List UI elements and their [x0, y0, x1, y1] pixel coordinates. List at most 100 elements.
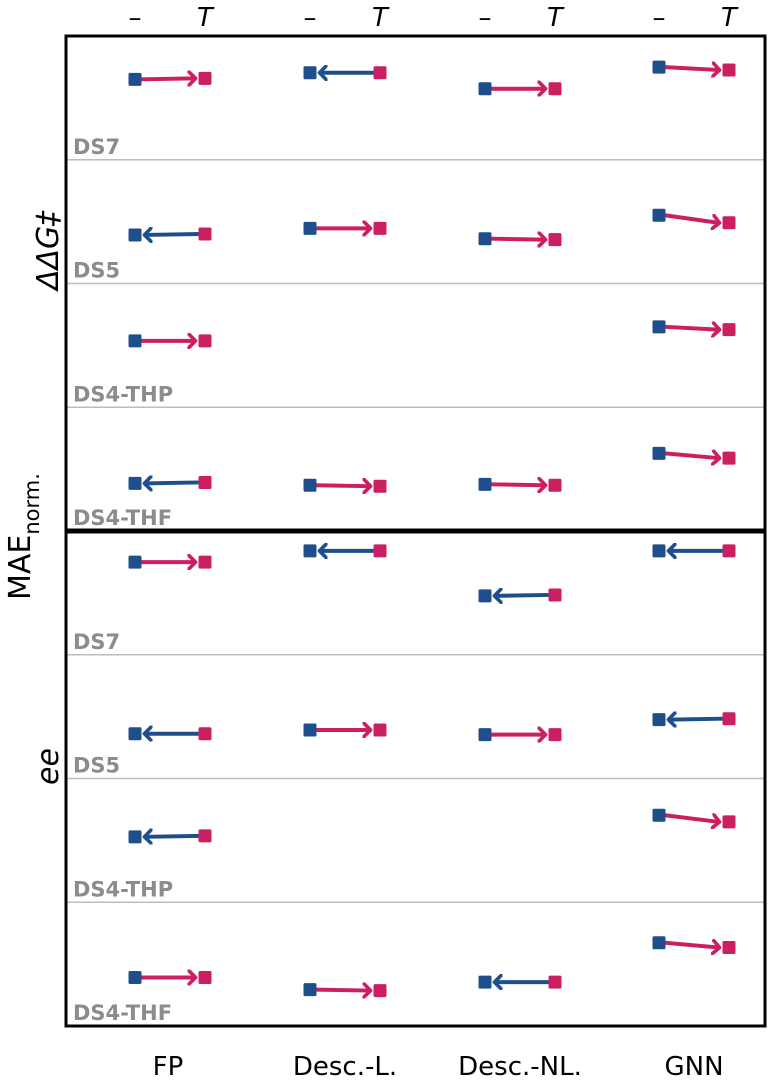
marker-minus: [652, 320, 666, 334]
marker-t: [198, 334, 212, 348]
marker-minus: [303, 983, 317, 997]
marker-t: [198, 71, 212, 85]
arrow-increase: [663, 67, 718, 70]
marker-minus: [128, 830, 142, 844]
marker-minus: [478, 232, 492, 246]
marker-minus: [652, 544, 666, 558]
dataset-label: DS4-THF: [73, 1001, 172, 1025]
marker-minus: [303, 478, 317, 492]
endpoint-label-minus: –: [653, 3, 666, 33]
arrow-decrease: [146, 836, 201, 837]
marker-t: [722, 216, 736, 230]
marker-t: [722, 451, 736, 465]
arrow-decrease: [670, 719, 725, 720]
endpoint-label-t: T: [197, 3, 215, 33]
arrow-decrease: [146, 234, 201, 235]
marker-t: [722, 544, 736, 558]
arrow-increase: [489, 239, 544, 240]
row-separators: [66, 159, 765, 903]
y-axis-bottom-group-label: ee: [31, 748, 66, 785]
arrow-decrease: [496, 595, 551, 596]
endpoint-label-t: T: [547, 3, 565, 33]
marker-t: [198, 829, 212, 843]
column-label: FP: [153, 1052, 184, 1080]
endpoint-label-t: T: [372, 3, 390, 33]
marker-minus: [128, 72, 142, 86]
y-axis-labels: MAEnorm. ΔΔG‡ ee: [3, 210, 66, 785]
marker-t: [198, 475, 212, 489]
arrow-increase: [314, 990, 369, 991]
dataset-label: DS5: [73, 259, 120, 283]
column-label: Desc.-NL.: [458, 1052, 582, 1080]
marker-t: [373, 479, 387, 493]
endpoint-label-minus: –: [129, 3, 142, 33]
arrow-increase: [663, 213, 718, 223]
marker-t: [722, 323, 736, 337]
marker-minus: [128, 228, 142, 242]
marker-t: [548, 975, 562, 989]
endpoint-label-minus: –: [479, 3, 492, 33]
marker-minus: [652, 808, 666, 822]
marker-t: [373, 66, 387, 80]
marker-minus: [128, 555, 142, 569]
marker-t: [373, 723, 387, 737]
endpoint-label-minus: –: [304, 3, 317, 33]
marker-t: [722, 712, 736, 726]
arrow-increase: [663, 327, 718, 330]
dataset-label: DS4-THP: [73, 877, 173, 901]
dataset-labels: DS7 DS5 DS4-THP DS4-THF DS7 DS5 DS4-THP DS4-THF: [73, 135, 173, 1025]
marker-minus: [303, 66, 317, 80]
arrow-increase: [663, 815, 718, 822]
marker-minus: [128, 334, 142, 348]
marker-t: [198, 970, 212, 984]
marker-minus: [478, 728, 492, 742]
dataset-label: DS5: [73, 754, 120, 778]
dataset-label: DS7: [73, 630, 120, 654]
dataset-label: DS7: [73, 135, 120, 159]
arrow-increase: [489, 484, 544, 485]
data-marks: [128, 60, 736, 998]
marker-minus: [478, 975, 492, 989]
marker-t: [373, 221, 387, 235]
marker-t: [198, 227, 212, 241]
marker-t: [198, 555, 212, 569]
dataset-label: DS4-THP: [73, 382, 173, 406]
y-axis-subscript: norm.: [20, 473, 44, 535]
column-labels: FP Desc.-L. Desc.-NL. GNN: [153, 1052, 724, 1080]
marker-minus: [478, 82, 492, 96]
column-label: GNN: [664, 1052, 723, 1080]
marker-minus: [478, 589, 492, 603]
marker-t: [373, 544, 387, 558]
column-label: Desc.-L.: [293, 1052, 397, 1080]
marker-t: [548, 728, 562, 742]
marker-t: [548, 233, 562, 247]
marker-minus: [128, 970, 142, 984]
marker-t: [548, 82, 562, 96]
dataset-label: DS4-THF: [73, 506, 172, 530]
marker-minus: [652, 208, 666, 222]
marker-minus: [128, 476, 142, 490]
marker-t: [722, 940, 736, 954]
marker-minus: [652, 936, 666, 950]
y-axis-top-group-label: ΔΔG‡: [31, 210, 66, 292]
marker-minus: [652, 446, 666, 460]
marker-t: [198, 727, 212, 741]
marker-minus: [478, 477, 492, 491]
arrow-increase: [139, 78, 194, 79]
arrow-increase: [314, 485, 369, 486]
y-axis-prefix: MAE: [3, 535, 38, 600]
marker-t: [373, 984, 387, 998]
marker-minus: [303, 221, 317, 235]
marker-minus: [303, 544, 317, 558]
marker-t: [722, 815, 736, 829]
arrow-increase: [663, 943, 718, 948]
top-endpoint-labels: – T – T – T – T: [129, 3, 740, 33]
arrow-decrease: [146, 482, 201, 483]
y-axis-main-label: MAEnorm.: [3, 473, 44, 600]
marker-minus: [652, 713, 666, 727]
endpoint-label-t: T: [721, 3, 739, 33]
marker-minus: [128, 727, 142, 741]
marker-t: [548, 588, 562, 602]
marker-t: [548, 478, 562, 492]
